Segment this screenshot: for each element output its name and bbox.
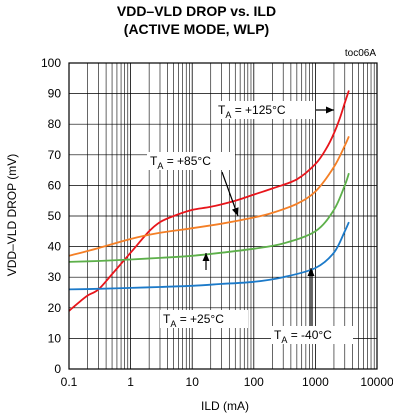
annotation-label: TA = +125°C	[218, 103, 286, 120]
annotation-label-bg	[271, 326, 353, 344]
arrow-head	[202, 253, 210, 261]
series-line	[68, 221, 350, 291]
annotation-label: TA = +25°C	[163, 312, 224, 329]
y-tick-label: 30	[48, 270, 62, 284]
annotation-arrows	[202, 106, 334, 330]
x-tick-label: 0.1	[61, 375, 78, 389]
x-axis-label: ILD (mA)	[201, 399, 249, 413]
series-line	[68, 90, 350, 312]
y-tick-label: 20	[48, 301, 62, 315]
y-tick-label: 0	[54, 362, 61, 376]
y-tick-labels: 0 10 20 30 40 50 60 70 80 90 100	[41, 56, 61, 376]
figure-code: toc06A	[344, 48, 376, 59]
x-tick-label: 10	[186, 375, 200, 389]
arrow-head	[307, 268, 315, 276]
annotation-labels: TA = +125°C TA = +85°C TA = +25°C TA = -40°…	[147, 101, 353, 345]
y-tick-label: 70	[48, 148, 62, 162]
series-line	[68, 136, 350, 257]
plot-frame	[68, 62, 378, 370]
y-tick-label: 100	[41, 56, 61, 70]
series-line	[68, 172, 350, 263]
x-tick-label: 10000	[360, 375, 393, 389]
arrow-head	[326, 106, 334, 114]
y-tick-label: 50	[48, 209, 62, 223]
x-tick-label: 1	[127, 375, 134, 389]
y-tick-label: 40	[48, 240, 62, 254]
annotation-label-bg	[147, 152, 235, 170]
y-tick-label: 60	[48, 178, 62, 192]
y-tick-label: 10	[48, 331, 62, 345]
annotation-label: TA = +85°C	[150, 154, 211, 171]
arrow-head	[231, 207, 239, 216]
series-lines	[68, 90, 350, 312]
annotation-label: TA = -40°C	[274, 328, 332, 345]
y-tick-label: 80	[48, 117, 62, 131]
annotation-label-bg	[215, 101, 313, 119]
x-tick-label: 100	[244, 375, 264, 389]
x-tick-labels: 0.1 1 10 100 1000 10000	[61, 375, 393, 389]
y-axis-label: VDD–VLD DROP (mV)	[5, 154, 19, 276]
x-tick-label: 1000	[302, 375, 329, 389]
y-tick-label: 90	[48, 87, 62, 101]
chart-subtitle: (ACTIVE MODE, WLP)	[123, 21, 270, 37]
chart-title: VDD–VLD DROP vs. ILD	[116, 3, 277, 19]
annotation-label-bg	[160, 310, 248, 328]
